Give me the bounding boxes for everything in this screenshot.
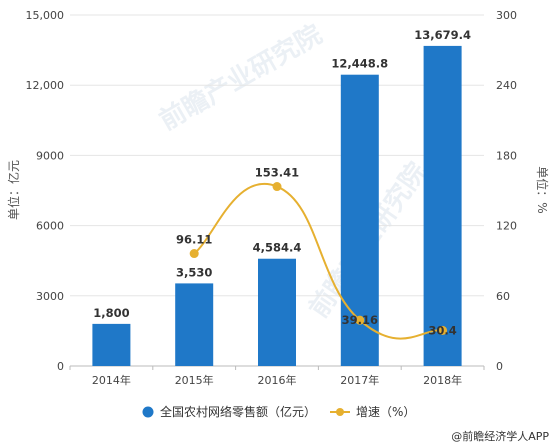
line-data-label: 30.4 (428, 323, 456, 337)
bar-series: 1,800 3,530 4,584.4 12,448.8 13,679.4 (92, 28, 471, 366)
bar-data-label: 3,530 (176, 265, 212, 279)
x-tick-label: 2015年 (175, 373, 214, 387)
x-axis: 2014年 2015年 2016年 2017年 2018年 (69, 366, 485, 387)
y2-tick-label: 240 (496, 79, 517, 92)
line-point (189, 249, 199, 259)
y-tick-label: 9000 (36, 149, 64, 162)
line-data-label: 39.16 (342, 313, 378, 327)
line-point (438, 325, 448, 335)
y-axis-title: 单位：亿元 (6, 160, 21, 220)
line-data-label: 153.41 (255, 166, 299, 180)
bar-data-label: 4,584.4 (253, 241, 302, 255)
y-tick-label: 15,000 (26, 9, 65, 22)
x-tick-label: 2014年 (92, 373, 131, 387)
y2-axis-title: 单位：% (535, 166, 550, 213)
legend-marker-dot (336, 408, 344, 416)
legend-label-line: 增速（%） (356, 405, 415, 419)
y2-tick-label: 180 (496, 149, 517, 162)
credit: @前瞻经济学人APP (451, 429, 549, 443)
x-tick-label: 2017年 (340, 373, 379, 387)
legend-marker-bar (142, 406, 154, 418)
line-point (355, 315, 365, 325)
y-tick-label: 0 (57, 360, 64, 373)
y-tick-label: 12,000 (26, 79, 65, 92)
y2-tick-label: 60 (496, 290, 510, 303)
line-data-label: 96.11 (176, 233, 212, 247)
bar-data-label: 13,679.4 (414, 28, 471, 42)
y-tick-label: 3000 (36, 290, 64, 303)
bar (175, 283, 214, 366)
bar (92, 323, 131, 366)
legend: 全国农村网络零售额（亿元） 增速（%） (142, 404, 415, 419)
growth-line (193, 183, 443, 340)
y-axis-left: 0 3000 6000 9000 12,000 15,000 (26, 9, 65, 373)
line-point (272, 182, 282, 192)
legend-label-bar: 全国农村网络零售额（亿元） (160, 404, 316, 419)
y-tick-label: 6000 (36, 220, 64, 233)
credit-text: @前瞻经济学人APP (451, 429, 549, 443)
y2-tick-label: 0 (496, 360, 503, 373)
watermark-text: 前瞻产业研究院 (154, 19, 327, 137)
x-tick-label: 2018年 (423, 373, 462, 387)
bar-data-label: 12,448.8 (331, 57, 388, 71)
y2-tick-label: 120 (496, 220, 517, 233)
line-series: 96.11 153.41 39.16 30.4 (176, 166, 457, 340)
bar (423, 45, 462, 366)
x-tick-label: 2016年 (258, 373, 297, 387)
y-axis-right: 0 60 120 180 240 300 (496, 9, 517, 373)
bar-data-label: 1,800 (93, 306, 129, 320)
bar (258, 258, 296, 366)
y2-tick-label: 300 (496, 9, 517, 22)
